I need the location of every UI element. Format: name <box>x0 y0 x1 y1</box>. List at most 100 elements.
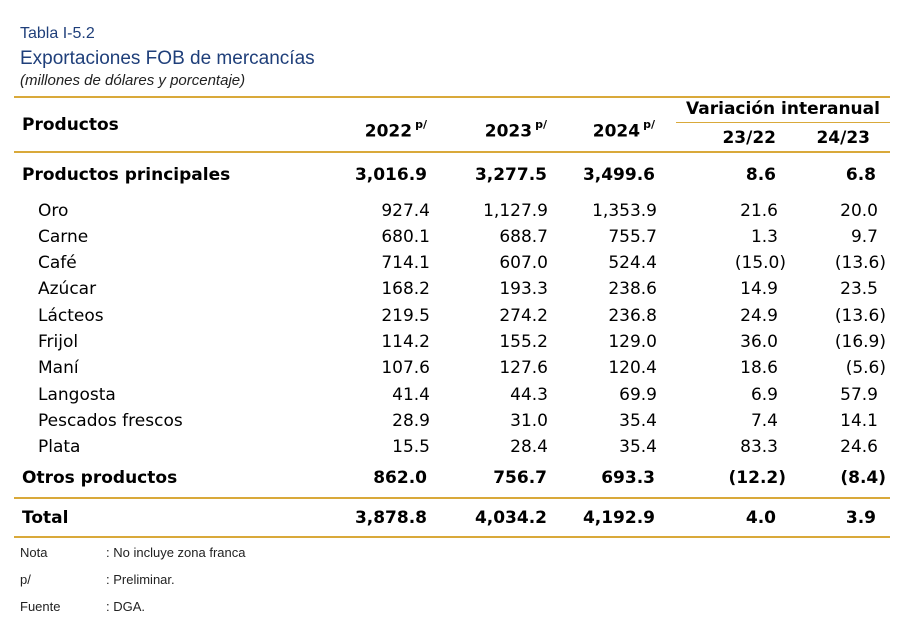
value-2024: 120.4 <box>608 358 657 378</box>
source-text: : DGA. <box>106 599 146 614</box>
value-var-23-22: (12.2) <box>728 468 786 488</box>
top-rule <box>14 96 890 98</box>
value-2023: 607.0 <box>499 253 548 273</box>
row-label: Café <box>38 253 77 273</box>
row-label: Carne <box>38 227 89 247</box>
value-2024: 693.3 <box>601 468 655 488</box>
value-var-23-22: 24.9 <box>740 306 778 326</box>
row-label: Pescados frescos <box>38 411 183 431</box>
value-var-24-23: 9.7 <box>850 227 878 247</box>
value-var-23-22: 4.0 <box>745 508 776 528</box>
bottom-rule <box>14 536 890 538</box>
table-caption: Tabla I-5.2 Exportaciones FOB de mercanc… <box>20 24 315 90</box>
value-2023: 1,127.9 <box>483 201 548 221</box>
value-2023: 127.6 <box>499 358 548 378</box>
row-label: Frijol <box>38 332 79 352</box>
value-2024: 238.6 <box>608 279 657 299</box>
table-number: Tabla I-5.2 <box>20 25 95 42</box>
value-var-24-23: 24.6 <box>840 437 878 457</box>
value-2022: 41.4 <box>392 385 430 405</box>
value-2023: 274.2 <box>499 306 548 326</box>
value-2023: 193.3 <box>499 279 548 299</box>
column-header-var-24-23: 24/23 <box>816 128 870 148</box>
value-var-24-23: (5.6) <box>845 358 886 378</box>
value-2024: 3,499.6 <box>582 165 655 185</box>
value-var-23-22: 8.6 <box>745 165 776 185</box>
value-var-24-23: 3.9 <box>845 508 876 528</box>
value-var-24-23: (13.6) <box>834 306 886 326</box>
value-var-23-22: 1.3 <box>750 227 778 247</box>
value-2023: 31.0 <box>510 411 548 431</box>
value-2022: 3,016.9 <box>354 165 427 185</box>
value-2022: 862.0 <box>373 468 427 488</box>
table-title: Exportaciones FOB de mercancías <box>20 48 315 69</box>
header-bottom-rule <box>14 151 890 153</box>
row-label: Maní <box>38 358 79 378</box>
value-var-23-22: 18.6 <box>740 358 778 378</box>
value-var-24-23: (8.4) <box>840 468 886 488</box>
value-var-24-23: 57.9 <box>840 385 878 405</box>
value-var-24-23: (13.6) <box>834 253 886 273</box>
row-label: Otros productos <box>22 468 178 488</box>
value-2024: 129.0 <box>608 332 657 352</box>
column-header-variation: Variación interanual <box>686 99 880 119</box>
row-label: Langosta <box>38 385 116 405</box>
column-header-products: Productos <box>22 115 119 135</box>
value-2022: 28.9 <box>392 411 430 431</box>
row-label: Total <box>22 508 69 528</box>
value-var-23-22: 83.3 <box>740 437 778 457</box>
row-label: Oro <box>38 201 69 221</box>
note-text: : No incluye zona franca <box>106 545 246 560</box>
row-label: Plata <box>38 437 81 457</box>
value-2022: 927.4 <box>381 201 430 221</box>
column-header-var-23-22: 23/22 <box>722 128 776 148</box>
value-2024: 35.4 <box>619 437 657 457</box>
value-2023: 155.2 <box>499 332 548 352</box>
value-var-24-23: 23.5 <box>840 279 878 299</box>
value-2023: 28.4 <box>510 437 548 457</box>
value-2024: 35.4 <box>619 411 657 431</box>
value-2022: 107.6 <box>381 358 430 378</box>
value-var-23-22: 14.9 <box>740 279 778 299</box>
source-label: Fuente <box>20 599 61 614</box>
value-var-23-22: (15.0) <box>734 253 786 273</box>
value-2022: 219.5 <box>381 306 430 326</box>
column-header-2022: 2022 p/ <box>364 118 427 142</box>
value-var-23-22: 7.4 <box>750 411 778 431</box>
value-2022: 714.1 <box>381 253 430 273</box>
value-2024: 755.7 <box>608 227 657 247</box>
value-var-23-22: 6.9 <box>750 385 778 405</box>
value-2024: 4,192.9 <box>582 508 655 528</box>
value-2022: 680.1 <box>381 227 430 247</box>
value-var-24-23: 20.0 <box>840 201 878 221</box>
preliminary-label: p/ <box>20 572 31 587</box>
value-2023: 44.3 <box>510 385 548 405</box>
value-var-24-23: (16.9) <box>834 332 886 352</box>
table-subtitle: (millones de dólares y porcentaje) <box>20 72 246 89</box>
value-var-23-22: 21.6 <box>740 201 778 221</box>
column-header-2023: 2023 p/ <box>484 118 547 142</box>
value-2022: 114.2 <box>381 332 430 352</box>
preliminary-text: : Preliminar. <box>106 572 175 587</box>
value-2023: 756.7 <box>493 468 547 488</box>
value-2024: 1,353.9 <box>592 201 657 221</box>
value-2024: 236.8 <box>608 306 657 326</box>
variation-rule <box>676 122 890 123</box>
value-2023: 3,277.5 <box>474 165 547 185</box>
value-var-24-23: 6.8 <box>845 165 876 185</box>
column-header-2024: 2024 p/ <box>592 118 655 142</box>
total-top-rule <box>14 497 890 499</box>
row-label: Productos principales <box>22 165 231 185</box>
value-2022: 168.2 <box>381 279 430 299</box>
value-2022: 15.5 <box>392 437 430 457</box>
value-2023: 688.7 <box>499 227 548 247</box>
value-var-23-22: 36.0 <box>740 332 778 352</box>
value-2022: 3,878.8 <box>354 508 427 528</box>
row-label: Lácteos <box>38 306 104 326</box>
value-2024: 524.4 <box>608 253 657 273</box>
note-label: Nota <box>20 545 48 560</box>
value-2024: 69.9 <box>619 385 657 405</box>
value-2023: 4,034.2 <box>474 508 547 528</box>
value-var-24-23: 14.1 <box>840 411 878 431</box>
row-label: Azúcar <box>38 279 97 299</box>
